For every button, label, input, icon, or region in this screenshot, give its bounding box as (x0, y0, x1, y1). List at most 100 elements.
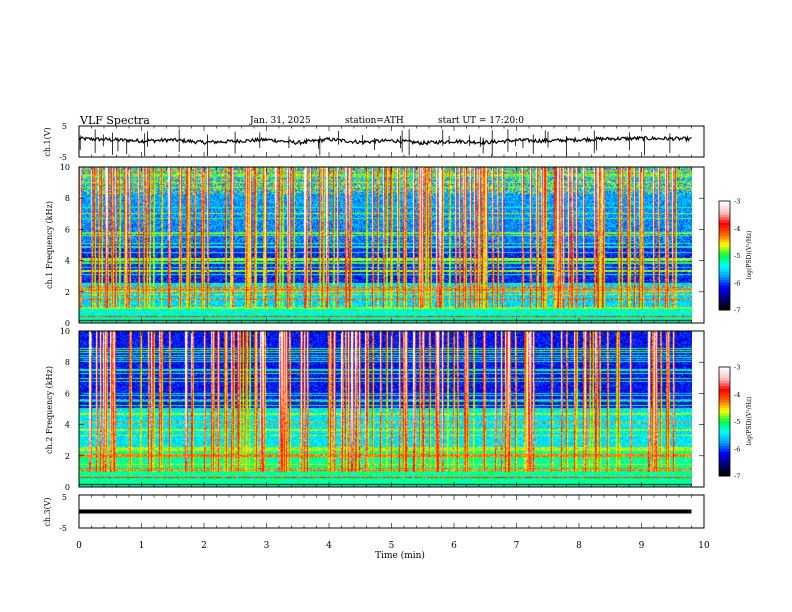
colorbar-step (719, 372, 730, 376)
colorbar-step (719, 426, 730, 431)
ch2-spectrogram-ylabel: ch.2 Frequency (kHz) (45, 366, 54, 454)
ch3-panel: 5 -5 ch.3(V) (43, 493, 705, 533)
ch2-colorbar: -3 -4 -5 -6 -7 log(PSD)(V²/Hz) (718, 364, 753, 481)
colorbar-step (719, 228, 730, 232)
colorbar-step (719, 367, 730, 371)
ch1-panel: 5 -5 ch.1(V) (43, 122, 705, 162)
y-tick-label: 0 (65, 483, 70, 492)
colorbar-step (719, 380, 730, 384)
ch2-spectrogram-image (79, 331, 692, 487)
ch1-colorbar-frame (718, 200, 731, 311)
y-tick-label: 2 (65, 452, 70, 461)
colorbar-tick-label: -7 (734, 473, 740, 481)
colorbar-step (719, 263, 730, 267)
ch1-colorbar-label: log(PSD)(V²/Hz) (746, 231, 753, 280)
ch2-colorbar-label: log(PSD)(V²/Hz) (746, 397, 753, 446)
colorbar-step (719, 437, 730, 442)
colorbar-step (719, 454, 730, 458)
ch2-colorbar-ticks: -3 -4 -5 -6 -7 (734, 364, 740, 481)
colorbar-step (719, 386, 730, 390)
colorbar-step (719, 410, 730, 414)
colorbar-step (719, 260, 730, 265)
colorbar-step (719, 296, 730, 300)
colorbar-step (719, 236, 730, 240)
colorbar-step (719, 383, 730, 387)
y-tick-label: 6 (65, 225, 70, 234)
colorbar-step (719, 290, 730, 295)
colorbar-step (719, 293, 730, 297)
y-tick-label: 0 (65, 319, 70, 328)
x-tick-label: 0 (76, 541, 82, 551)
colorbar-step (719, 258, 730, 262)
colorbar-step (719, 217, 730, 221)
ch1-spectrogram-panel: 0 2 4 6 8 10 ch.1 Frequency (kHz) (45, 163, 705, 328)
x-tick-label: 9 (639, 541, 645, 551)
colorbar-tick-label: -4 (734, 225, 740, 233)
colorbar-tick-label: -4 (734, 391, 740, 399)
ch3-ylabel: ch.3(V) (43, 497, 52, 526)
ch3-ytick-bottom: -5 (59, 524, 67, 533)
start-time-label: start UT = 17:20:0 (438, 116, 524, 126)
ch2-spectrogram-panel: 0 2 4 6 8 10 ch.2 Frequency (kHz) (45, 327, 705, 492)
y-tick-label: 4 (65, 421, 70, 430)
colorbar-step (719, 391, 730, 395)
colorbar-step (719, 280, 730, 284)
colorbar-step (719, 470, 730, 474)
colorbar-step (719, 465, 730, 469)
colorbar-step (719, 440, 730, 444)
ch3-ytick-top: 5 (62, 493, 67, 502)
y-tick-label: 10 (60, 163, 70, 172)
colorbar-step (719, 220, 730, 224)
ch2-colorbar-gradient (719, 367, 730, 477)
ch1-colorbar: -3 -4 -5 -6 -7 log(PSD)(V²/Hz) (718, 198, 753, 315)
y-tick-label: 10 (60, 327, 70, 336)
colorbar-step (719, 443, 730, 447)
x-tick-label: 10 (698, 541, 710, 551)
colorbar-step (719, 288, 730, 292)
x-tick-label: 4 (326, 541, 332, 551)
x-tick-label: 1 (139, 541, 145, 551)
colorbar-step (719, 377, 730, 382)
colorbar-step (719, 282, 730, 286)
ch2-colorbar-frame (718, 366, 731, 477)
ch1-trace (78, 135, 692, 146)
colorbar-step (719, 375, 730, 379)
x-tick-label: 5 (389, 541, 395, 551)
ch1-colorbar-ticks: -3 -4 -5 -6 -7 (734, 198, 740, 315)
colorbar-step (719, 399, 730, 403)
colorbar-step (719, 239, 730, 243)
colorbar-step (719, 435, 730, 439)
ch1-spectrogram-ylabel: ch.1 Frequency (kHz) (45, 201, 54, 289)
colorbar-step (719, 451, 730, 455)
colorbar-step (719, 413, 730, 417)
x-tick-label: 8 (576, 541, 582, 551)
ch3-ticks (78, 495, 705, 528)
colorbar-step (719, 203, 730, 207)
colorbar-step (719, 233, 730, 237)
colorbar-step (719, 304, 730, 308)
colorbar-tick-label: -5 (734, 418, 740, 426)
ch1-ytick-bottom: -5 (59, 153, 67, 162)
colorbar-step (719, 459, 730, 463)
colorbar-tick-label: -5 (734, 252, 740, 260)
colorbar-step (719, 446, 730, 450)
colorbar-step (719, 222, 730, 227)
colorbar-step (719, 301, 730, 306)
colorbar-step (719, 462, 730, 466)
colorbar-step (719, 448, 730, 452)
station-label: station=ATH (345, 116, 404, 126)
colorbar-step (719, 252, 730, 256)
colorbar-step (719, 369, 730, 373)
ch2-spectrogram-ticks (78, 331, 705, 487)
ch1-ticks (78, 126, 705, 157)
colorbar-step (719, 405, 730, 409)
colorbar-step (719, 269, 730, 273)
colorbar-step (719, 241, 730, 246)
y-tick-label: 6 (65, 389, 70, 398)
colorbar-step (719, 394, 730, 398)
ch1-spikes (79, 129, 671, 157)
x-tick-label: 7 (514, 541, 520, 551)
y-tick-label: 4 (65, 257, 70, 266)
colorbar-tick-label: -6 (734, 279, 740, 287)
colorbar-step (719, 230, 730, 235)
